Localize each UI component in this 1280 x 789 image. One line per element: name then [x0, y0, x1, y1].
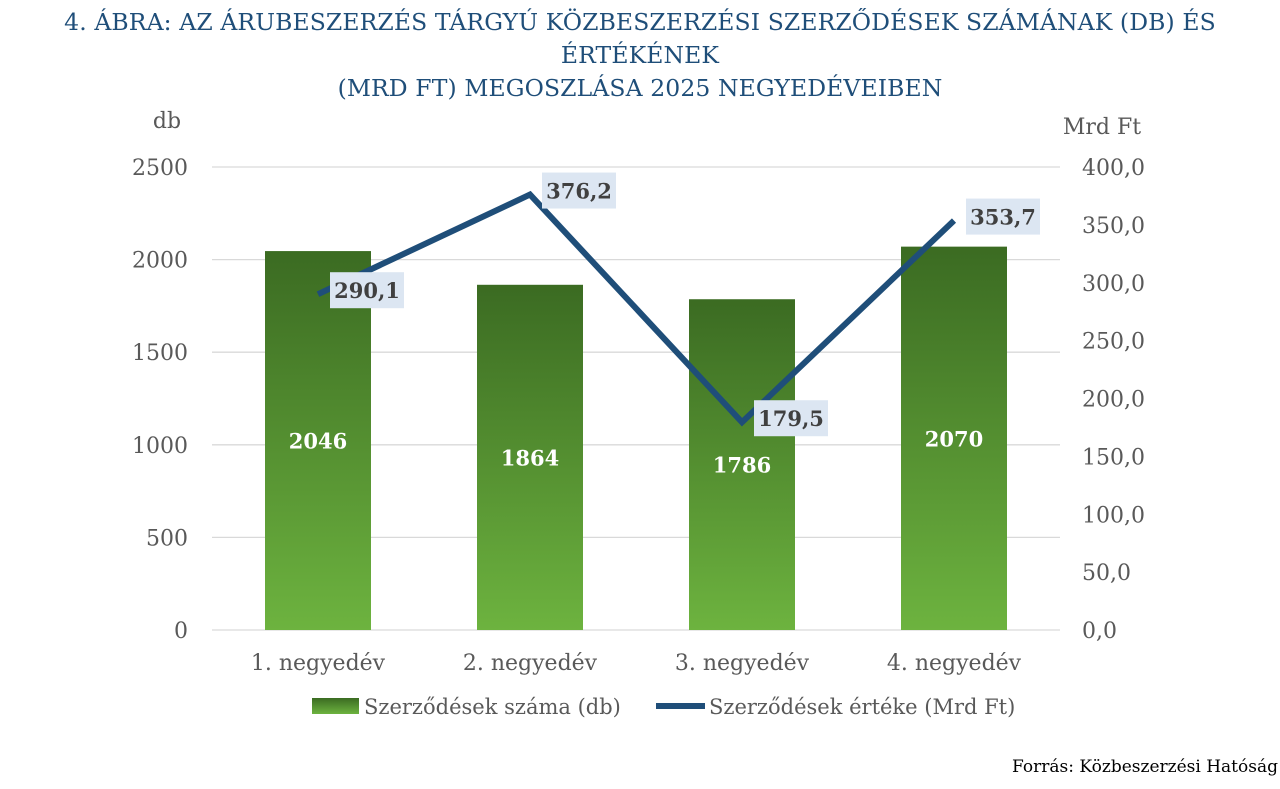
line-label-box [542, 172, 616, 209]
right-axis-tick: 400,0 [1082, 156, 1145, 181]
legend-line-label: Szerződések értéke (Mrd Ft) [709, 695, 1015, 719]
chart-title-line-1: 4. ÁBRA: AZ ÁRUBESZERZÉS TÁRGYÚ KÖZBESZE… [64, 8, 1216, 69]
line-label-box [330, 272, 404, 309]
bar [901, 246, 1007, 631]
left-axis: db 0 500 1000 1500 2000 2500 [132, 109, 188, 644]
category-label: 4. negyedév [887, 651, 1022, 676]
bar-data-label: 2070 [925, 426, 983, 451]
right-axis-tick: 150,0 [1082, 445, 1145, 470]
line-series-path [316, 190, 957, 427]
line-series: 290,1 376,2 179,5 353,7 [316, 172, 1040, 437]
line-data-label: 353,7 [970, 205, 1036, 230]
left-axis-tick: 0 [174, 619, 188, 644]
chart-title-line-2: (MRD FT) MEGOSZLÁSA 2025 NEGYEDÉVEIBEN [337, 74, 943, 102]
right-axis-tick: 0,0 [1082, 619, 1117, 644]
line-label-box [754, 400, 828, 437]
left-axis-tick: 500 [146, 526, 188, 551]
line-data-label: 290,1 [334, 278, 400, 303]
right-axis-title: Mrd Ft [1063, 115, 1141, 140]
category-label: 3. negyedév [675, 651, 810, 676]
bar-data-label: 1786 [713, 453, 771, 478]
legend: Szerződések száma (db) Szerződések érték… [312, 695, 1015, 719]
bar-data-label: 2046 [289, 429, 347, 454]
bar [689, 299, 795, 630]
chart-title: 4. ÁBRA: AZ ÁRUBESZERZÉS TÁRGYÚ KÖZBESZE… [0, 6, 1280, 105]
right-axis-tick: 300,0 [1082, 272, 1145, 297]
category-label: 1. negyedév [251, 651, 386, 676]
left-axis-tick: 2000 [132, 249, 188, 274]
line-data-label: 179,5 [758, 406, 824, 431]
legend-bar-swatch [312, 698, 359, 714]
source-note: Forrás: Közbeszerzési Hatóság [1012, 757, 1278, 777]
left-axis-title: db [153, 109, 181, 134]
category-label: 2. negyedév [463, 651, 598, 676]
left-axis-tick: 2500 [132, 156, 188, 181]
bar [265, 251, 371, 630]
category-axis: 1. negyedév 2. negyedév 3. negyedév 4. negy… [251, 651, 1022, 676]
left-axis-tick: 1000 [132, 434, 188, 459]
left-axis-tick: 1500 [132, 341, 188, 366]
right-axis-tick: 200,0 [1082, 388, 1145, 413]
right-axis-tick: 250,0 [1082, 330, 1145, 355]
bar-data-label: 1864 [501, 445, 559, 470]
bar-series: 2046 1864 1786 2070 [265, 246, 1007, 631]
line-data-label: 376,2 [546, 179, 612, 204]
right-axis: Mrd Ft 0,0 50,0 100,0 150,0 200,0 250,0 300,0 3… [1063, 115, 1145, 644]
right-axis-tick: 100,0 [1082, 503, 1145, 528]
line-label-box [966, 198, 1040, 235]
right-axis-tick: 350,0 [1082, 214, 1145, 239]
legend-bar-label: Szerződések száma (db) [364, 695, 621, 719]
bar [477, 284, 583, 630]
right-axis-tick: 50,0 [1082, 561, 1131, 586]
